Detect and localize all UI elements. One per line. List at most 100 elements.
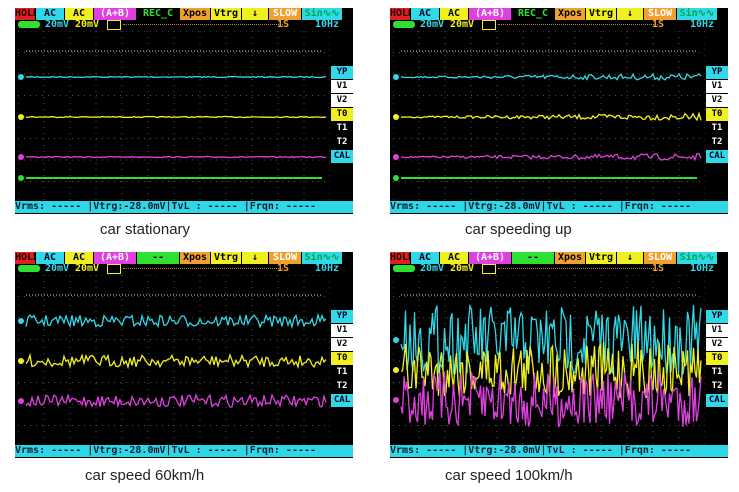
status-tag[interactable]: AC [411, 252, 439, 264]
status-tag[interactable]: AC [411, 8, 439, 20]
status-tag[interactable]: Vtrg [586, 8, 616, 20]
menu-item-t1[interactable]: T1 [331, 122, 353, 135]
settings-row: 20mV 20mV 1S 10Hz [390, 264, 728, 274]
menu-item-v1[interactable]: V1 [331, 324, 353, 337]
menu-item-yp[interactable]: YP [706, 66, 728, 79]
readout-bar: Vrms: ----- |Vtrg:-28.0mV|TvL : ----- |F… [390, 201, 728, 213]
status-tag[interactable]: Xpos [555, 252, 585, 264]
status-tag[interactable]: AC [65, 252, 93, 264]
menu-item-cal[interactable]: CAL [706, 394, 728, 407]
channel-marker[interactable] [393, 367, 399, 373]
menu-item-t0[interactable]: T0 [331, 108, 353, 121]
status-tag[interactable]: AC [440, 8, 468, 20]
menu-item-v1[interactable]: V1 [331, 80, 353, 93]
channel-marker[interactable] [18, 175, 24, 181]
status-tag[interactable]: Sin∿∿ [302, 252, 342, 264]
ch1-scale: 20mV [420, 19, 445, 30]
channel-trace [25, 392, 327, 409]
menu-item-t1[interactable]: T1 [706, 122, 728, 135]
status-tag[interactable]: (A+B) [94, 252, 136, 264]
status-tag[interactable]: SLOW [269, 8, 301, 20]
menu-item-cal[interactable]: CAL [331, 394, 353, 407]
status-tag[interactable]: AC [36, 252, 64, 264]
status-tag[interactable]: REC_C [137, 8, 179, 20]
status-tag[interactable]: (A+B) [469, 8, 511, 20]
status-tag[interactable]: Vtrg [586, 252, 616, 264]
channel-trace [25, 312, 327, 330]
oscilloscope-screen: HOLDACAC(A+B)--XposVtrg↓SLOWSin∿∿20mV20m… [390, 252, 728, 458]
menu-item-t2[interactable]: T2 [331, 136, 353, 149]
menu-item-t2[interactable]: T2 [706, 136, 728, 149]
menu-item-t2[interactable]: T2 [706, 380, 728, 393]
caption: car speed 60km/h [85, 467, 205, 484]
trace-area [18, 31, 330, 203]
status-tag[interactable]: AC [65, 8, 93, 20]
status-tag[interactable]: AC [36, 8, 64, 20]
waveform-strip [123, 24, 283, 25]
status-tag[interactable]: Sin∿∿ [677, 252, 717, 264]
menu-item-v2[interactable]: V2 [706, 94, 728, 107]
channel-marker[interactable] [393, 175, 399, 181]
status-tag[interactable]: HOLD [15, 252, 35, 264]
status-tag[interactable]: HOLD [390, 252, 410, 264]
status-tag[interactable]: ↓ [617, 252, 643, 264]
menu-item-yp[interactable]: YP [331, 310, 353, 323]
channel-marker[interactable] [393, 337, 399, 343]
status-tag[interactable]: Xpos [180, 8, 210, 20]
caption: car stationary [100, 221, 191, 238]
status-tag[interactable]: ↓ [242, 252, 268, 264]
menu-item-yp[interactable]: YP [706, 310, 728, 323]
channel-marker[interactable] [393, 154, 399, 160]
status-tag[interactable]: SLOW [269, 252, 301, 264]
channel-marker[interactable] [393, 74, 399, 80]
status-tag[interactable]: (A+B) [94, 8, 136, 20]
channel-marker[interactable] [18, 114, 24, 120]
menu-item-cal[interactable]: CAL [706, 150, 728, 163]
status-tag[interactable]: Sin∿∿ [302, 8, 342, 20]
status-tag[interactable]: SLOW [644, 8, 676, 20]
status-tag[interactable]: Vtrg [211, 8, 241, 20]
menu-item-v2[interactable]: V2 [331, 94, 353, 107]
status-tag[interactable]: Xpos [180, 252, 210, 264]
channel-marker[interactable] [18, 398, 24, 404]
menu-item-v1[interactable]: V1 [706, 324, 728, 337]
status-tag[interactable]: ↓ [617, 8, 643, 20]
status-tag[interactable]: SLOW [644, 252, 676, 264]
menu-item-t0[interactable]: T0 [706, 108, 728, 121]
menu-item-yp[interactable]: YP [331, 66, 353, 79]
status-tag[interactable]: ↓ [242, 8, 268, 20]
channel-marker[interactable] [393, 114, 399, 120]
channel-marker[interactable] [18, 358, 24, 364]
menu-item-cal[interactable]: CAL [331, 150, 353, 163]
menu-item-v2[interactable]: V2 [706, 338, 728, 351]
channel-marker[interactable] [393, 397, 399, 403]
channel-trace [400, 152, 702, 162]
timebase: 1S [277, 19, 290, 30]
settings-row: 20mV 20mV 1S 10Hz [15, 264, 353, 274]
status-tag[interactable]: Xpos [555, 8, 585, 20]
status-tag[interactable]: -- [137, 252, 179, 264]
menu-item-v2[interactable]: V2 [331, 338, 353, 351]
channel-marker[interactable] [18, 154, 24, 160]
menu-item-t1[interactable]: T1 [706, 366, 728, 379]
status-tag[interactable]: REC_C [512, 8, 554, 20]
status-tag[interactable]: HOLD [390, 8, 410, 20]
status-tag[interactable]: AC [440, 252, 468, 264]
status-tag[interactable]: Sin∿∿ [677, 8, 717, 20]
menu-item-t2[interactable]: T2 [331, 380, 353, 393]
status-tag[interactable]: -- [512, 252, 554, 264]
menu-item-t0[interactable]: T0 [331, 352, 353, 365]
channel-trace [400, 371, 702, 428]
status-tag[interactable]: HOLD [15, 8, 35, 20]
channel-marker[interactable] [18, 318, 24, 324]
battery-icon [18, 265, 40, 272]
menu-item-v1[interactable]: V1 [706, 80, 728, 93]
menu-item-t1[interactable]: T1 [331, 366, 353, 379]
status-tag[interactable]: Vtrg [211, 252, 241, 264]
channel-marker[interactable] [18, 74, 24, 80]
trace-area [18, 275, 330, 447]
status-tag[interactable]: (A+B) [469, 252, 511, 264]
menu-item-t0[interactable]: T0 [706, 352, 728, 365]
trigger-box-icon [107, 20, 121, 30]
